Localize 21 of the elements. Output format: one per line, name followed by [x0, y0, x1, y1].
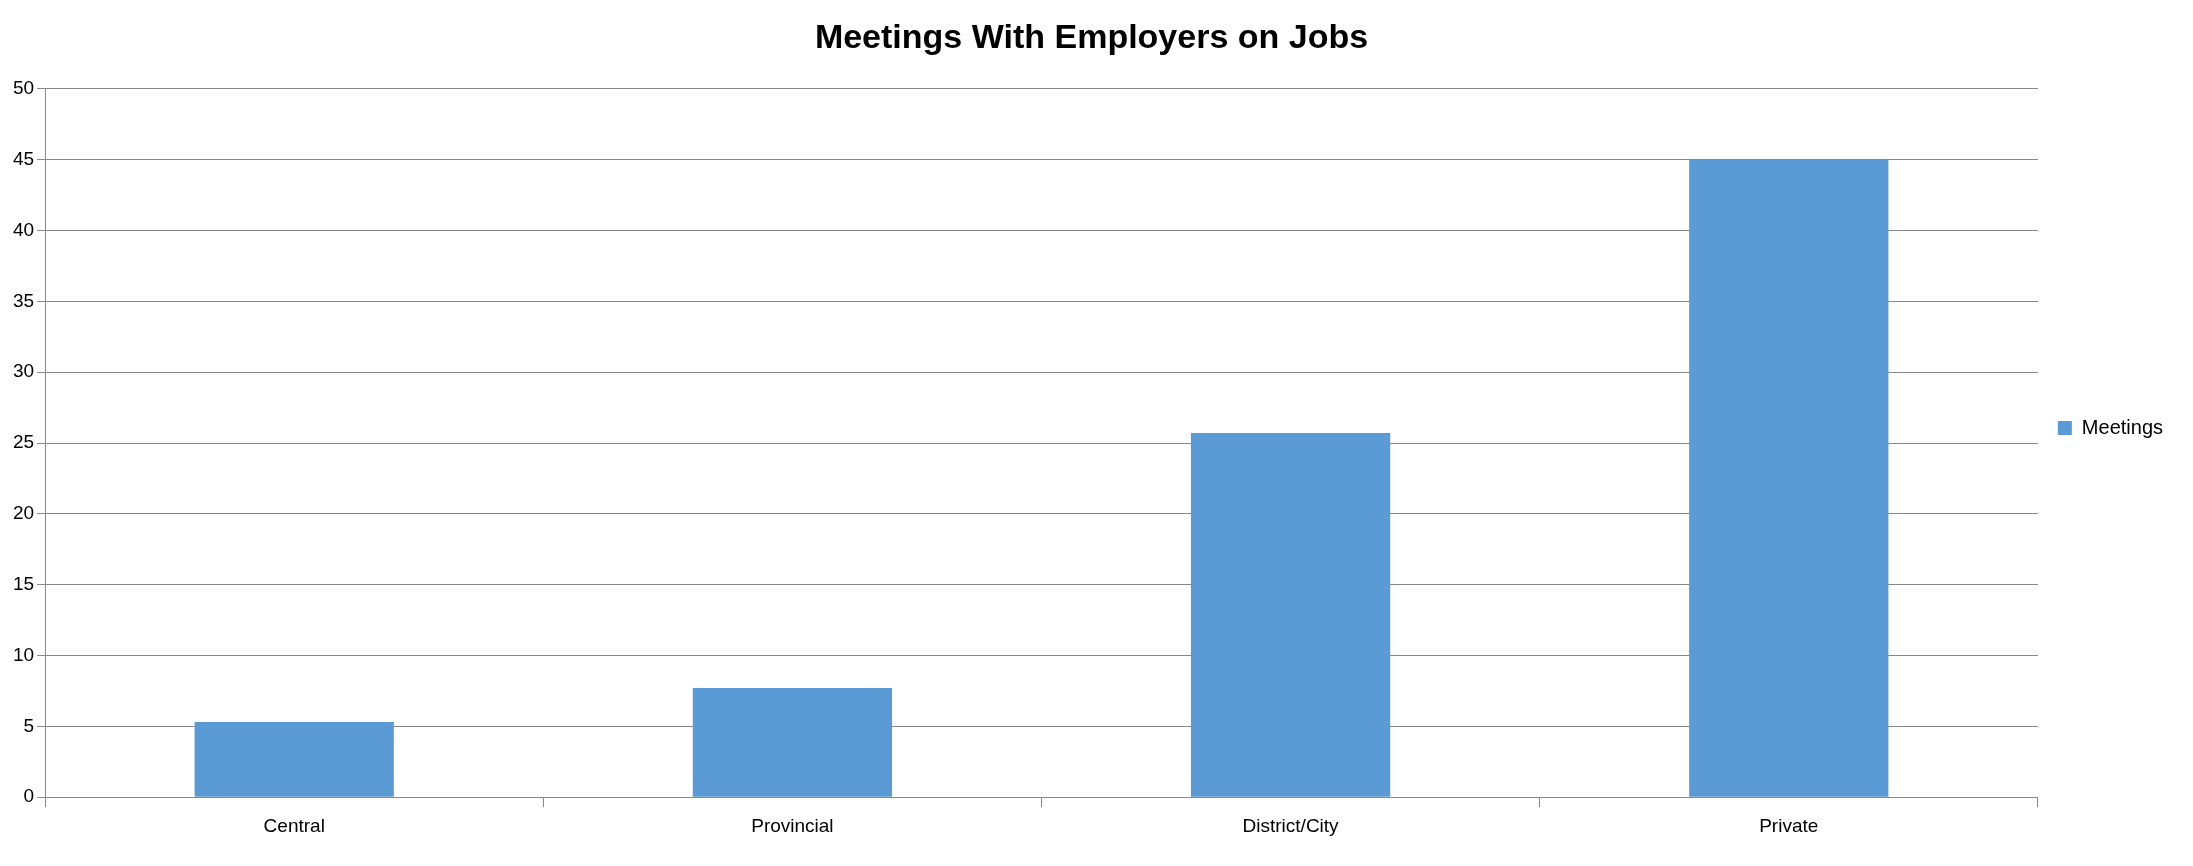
bar — [1190, 433, 1391, 797]
y-tick-label: 5 — [23, 714, 35, 736]
bar — [194, 722, 394, 797]
bar — [692, 688, 893, 797]
x-tick-label: Private — [1759, 814, 1819, 836]
y-tick-label: 20 — [12, 502, 35, 524]
y-tick-label: 15 — [12, 572, 35, 594]
y-tick-label: 30 — [12, 360, 35, 382]
legend-label: Meetings — [2081, 415, 2163, 438]
y-tick-label: 25 — [12, 431, 35, 453]
x-tick-label: Provincial — [751, 814, 834, 836]
y-tick-label: 0 — [23, 785, 35, 807]
y-tick-label: 45 — [12, 147, 35, 169]
y-tick-label: 50 — [12, 77, 35, 99]
x-tick-label: Central — [263, 814, 325, 836]
y-tick-label: 35 — [12, 289, 35, 311]
x-tick-label: District/City — [1242, 814, 1340, 836]
bar — [1689, 159, 1889, 797]
y-tick-label: 40 — [12, 218, 35, 240]
y-tick-label: 10 — [12, 643, 35, 665]
chart-title: Meetings With Employers on Jobs — [814, 16, 1369, 55]
